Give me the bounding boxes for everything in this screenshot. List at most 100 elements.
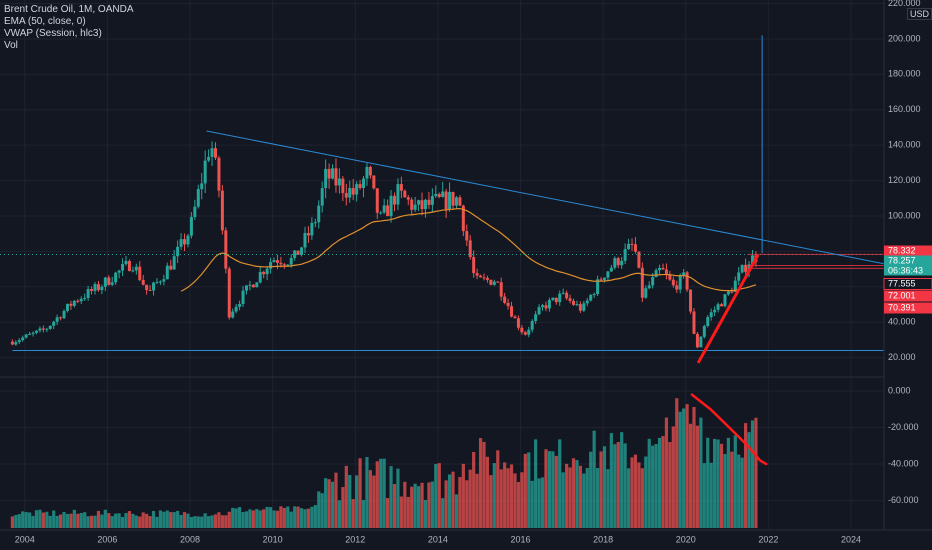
time-tick-label: 2018 xyxy=(593,534,613,544)
price-label-value: 77.555 xyxy=(888,278,916,288)
candle-body xyxy=(248,284,252,286)
volume-bar xyxy=(547,451,552,528)
volume-bar xyxy=(509,464,514,528)
ema-indicator-label[interactable]: EMA (50, close, 0) xyxy=(4,16,86,27)
volume-bar xyxy=(361,500,366,528)
candle-body xyxy=(62,310,66,319)
volume-bar xyxy=(148,516,152,528)
volume-bar xyxy=(434,463,438,528)
candle-body xyxy=(427,199,431,205)
candle-body xyxy=(609,267,613,272)
candle-body xyxy=(127,260,131,272)
candle-body xyxy=(269,262,273,269)
candle-body xyxy=(658,267,662,271)
candle-body xyxy=(207,156,211,161)
candle-body xyxy=(571,300,575,305)
candle-body xyxy=(420,200,424,210)
candle-body xyxy=(423,199,427,210)
candle-body xyxy=(723,294,727,307)
candle-body xyxy=(578,304,582,311)
volume-bar xyxy=(599,451,603,528)
candle-body xyxy=(537,307,541,315)
candle-body xyxy=(685,272,689,290)
volume-bar xyxy=(306,508,311,528)
candle-body xyxy=(692,311,696,334)
candle-body xyxy=(124,260,128,265)
candle-body xyxy=(183,239,187,245)
volume-bar xyxy=(423,500,428,528)
candle-body xyxy=(375,188,379,213)
currency-label[interactable]: USD xyxy=(906,8,932,20)
volume-bar xyxy=(196,516,200,528)
volume-bar xyxy=(468,469,472,528)
candle-body xyxy=(220,190,224,231)
candle-body xyxy=(544,305,548,309)
candle-body xyxy=(489,279,493,285)
candle-body xyxy=(344,193,348,198)
candle-body xyxy=(310,222,314,236)
volume-bar xyxy=(141,512,145,528)
symbol-title[interactable]: Brent Crude Oil, 1M, OANDA xyxy=(4,4,134,15)
volume-bar xyxy=(461,463,465,528)
volume-bar xyxy=(379,458,383,528)
price-label-bg xyxy=(884,302,932,314)
candle-body xyxy=(355,184,359,195)
volume-bar xyxy=(134,515,138,528)
volume-bar xyxy=(231,507,235,528)
volume-bar xyxy=(716,439,720,528)
volume-bar xyxy=(492,463,496,528)
candle-body xyxy=(410,199,414,210)
candle-body xyxy=(28,333,32,335)
candle-body xyxy=(362,178,366,188)
candle-body xyxy=(265,268,269,275)
volume-bar xyxy=(165,510,169,528)
volume-bar xyxy=(296,506,300,528)
volume-bar xyxy=(28,512,32,528)
candle-body xyxy=(510,306,514,317)
volume-bar xyxy=(451,471,455,528)
volume-bar xyxy=(692,407,696,528)
candle-body xyxy=(145,284,149,291)
candle-body xyxy=(616,258,620,266)
candle-body xyxy=(520,327,524,333)
price-label-value: 72.001 xyxy=(888,290,916,300)
volume-bar xyxy=(372,475,376,528)
volume-bar xyxy=(441,498,445,528)
candle-body xyxy=(238,304,242,307)
volume-bar xyxy=(444,480,448,528)
candle-body xyxy=(213,148,217,158)
candle-body xyxy=(403,190,407,198)
volume-bar xyxy=(447,474,452,528)
vwap-indicator-label[interactable]: VWAP (Session, hlc3) xyxy=(4,28,102,39)
time-tick-label: 2012 xyxy=(345,534,365,544)
candle-body xyxy=(482,277,486,279)
candle-body xyxy=(506,302,510,307)
volume-bar xyxy=(506,468,510,528)
descending-trendline xyxy=(206,130,885,265)
ema-line xyxy=(180,207,757,292)
volume-indicator-label[interactable]: Vol xyxy=(4,40,18,51)
candle-body xyxy=(279,262,283,265)
volume-bar xyxy=(637,462,641,528)
volume-bar xyxy=(427,482,431,528)
volume-bar xyxy=(485,456,490,528)
volume-bar xyxy=(248,509,252,528)
price-label-bg xyxy=(884,255,932,276)
candle-body xyxy=(131,270,135,272)
volume-bar xyxy=(623,443,627,528)
volume-bar xyxy=(661,436,665,528)
candle-body xyxy=(726,291,730,295)
volume-bar xyxy=(620,432,624,528)
volume-bar xyxy=(107,513,111,528)
volume-bar xyxy=(21,511,25,528)
volume-bar xyxy=(589,451,593,528)
candle-body xyxy=(14,342,18,345)
candle-body xyxy=(52,321,56,326)
candle-body xyxy=(348,188,352,198)
volume-bar xyxy=(633,454,638,528)
candle-body xyxy=(647,285,651,289)
candle-body xyxy=(148,290,152,292)
candle-body xyxy=(179,239,183,247)
candle-body xyxy=(640,267,644,298)
